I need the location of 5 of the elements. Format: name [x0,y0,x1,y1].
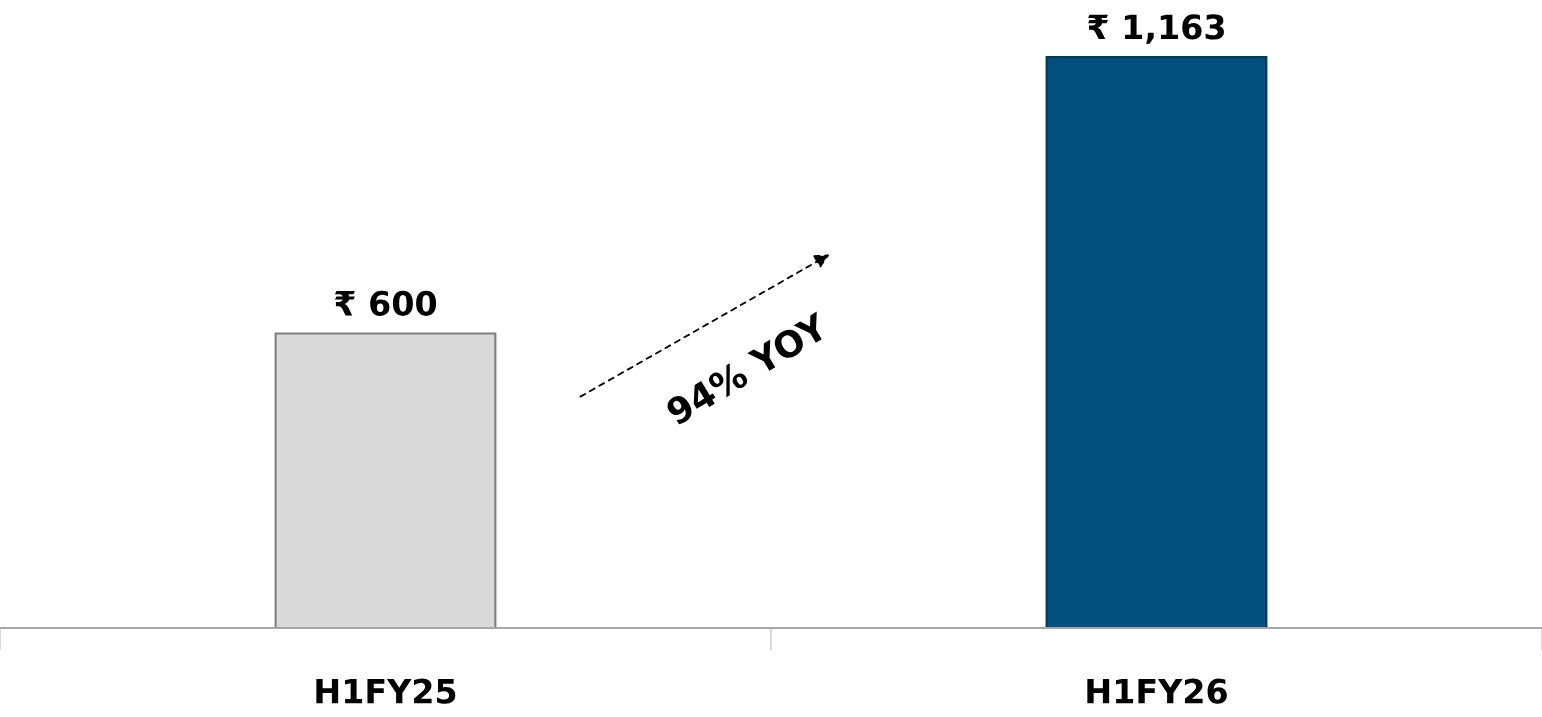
x-tick-label: H1FY25 [316,678,456,704]
data-label: ₹ 1,163 [1088,14,1224,44]
annotation: 94% YOY [664,311,831,427]
data-label: ₹ 600 [334,290,437,316]
x-tick-label: H1FY26 [1087,678,1227,704]
